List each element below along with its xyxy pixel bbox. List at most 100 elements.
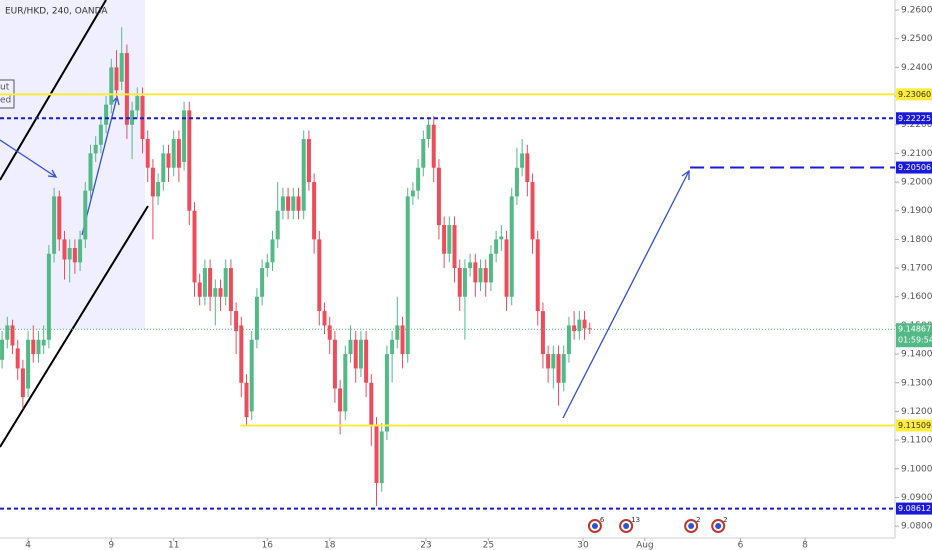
candle-body [322,311,327,326]
candle-body [161,153,166,183]
price-label: 9.22225 [898,114,931,123]
candle-body [31,339,36,355]
candle-body [353,339,358,369]
candle-body [62,239,67,260]
candle-body [556,354,561,383]
candle-body [145,139,150,168]
candle-body [572,325,577,332]
candle-body [384,354,389,432]
candle-body [36,339,41,355]
price-label-bg [896,161,932,174]
candle-body [379,431,384,484]
candle-body [46,253,51,340]
candle-body [499,236,504,240]
channel-line [0,0,107,181]
y-tick-label: 9.20000 [901,178,932,188]
price-label: 9.14867 [898,325,931,334]
candle-body [530,182,535,240]
candle-body [410,190,415,197]
x-tick-label: 8 [802,541,808,550]
candle-body [176,139,181,168]
price-label: 9.23060 [898,90,931,99]
candle-body [26,339,31,389]
y-tick-label: 9.08000 [901,522,932,532]
x-tick-label: 18 [324,541,336,550]
y-tick-label: 9.25000 [901,34,932,44]
y-tick-label: 9.16000 [901,292,932,302]
x-tick-label: 6 [738,541,744,550]
candle-body [20,368,25,398]
candle-body [124,53,129,125]
candle-body [182,110,187,162]
highlight-region [0,0,145,330]
price-label: 9.20506 [898,163,931,172]
price-label-bg [896,502,932,515]
candle-body [504,239,509,297]
candle-body [296,196,301,211]
chart-title: EUR/HKD, 240, OANDA [5,7,108,17]
candle-body [483,268,488,283]
event-icon-inner [715,523,722,529]
candle-body [265,262,270,269]
event-count: 2 [723,516,727,524]
candle-body [280,196,285,211]
price-label: 9.08612 [898,504,931,513]
candle-body [218,288,223,297]
candle-body [239,325,244,383]
candle-body [447,225,452,254]
candle-body [5,325,10,340]
candle-body [301,139,306,211]
candle-body [364,339,369,383]
candle-body [540,311,545,355]
candle-body [98,124,103,145]
candle-body [494,239,499,254]
x-tick-label: 11 [168,541,179,550]
candle-body [244,382,249,418]
candle-body [197,282,202,297]
candle-body [426,124,431,140]
candle-body [83,190,88,240]
event-count: 6 [600,516,605,524]
candle-body [514,167,519,197]
candle-body [275,210,280,240]
candle-body [488,253,493,283]
candle-body [249,339,254,412]
y-tick-label: 9.11000 [901,436,932,446]
candle-body [254,296,259,340]
y-tick-label: 9.14000 [901,350,932,360]
candle-body [421,139,426,168]
candle-body [52,196,57,254]
candle-body [535,239,540,312]
candle-body [327,325,332,340]
candle-body [135,96,140,111]
candle-body [312,182,317,240]
candle-body [223,268,228,297]
candle-body [551,354,556,369]
y-tick-label: 9.19000 [901,206,932,216]
note-text: ut [0,83,10,93]
candle-body [93,144,98,154]
price-label-bg [896,419,932,432]
y-tick-label: 9.09000 [901,493,932,503]
candle-body [306,139,311,183]
candle-body [332,339,337,389]
candle-body [270,239,275,263]
y-tick-label: 9.26000 [901,6,932,16]
y-tick-label: 9.18000 [901,235,932,245]
candle-body [566,325,571,355]
event-icon-inner [623,523,630,529]
y-tick-label: 9.13000 [901,378,932,388]
candle-body [72,248,77,263]
candle-body [228,268,233,312]
candle-body [15,348,20,369]
note-text: ed [0,96,11,106]
candle-body [338,388,343,412]
candle-body [119,53,124,82]
x-tick-label: 16 [262,541,274,550]
candle-body [452,225,457,269]
candle-body [260,268,265,297]
price-label-bg [896,323,932,348]
x-tick-label: 4 [25,541,31,550]
